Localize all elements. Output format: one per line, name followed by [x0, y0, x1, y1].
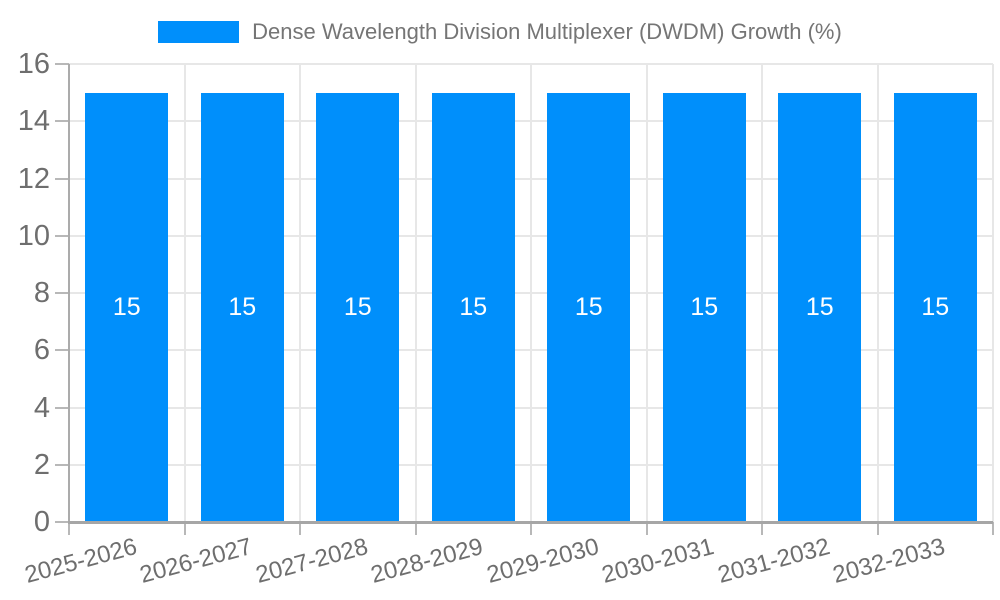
x-tick-mark: [645, 522, 648, 535]
bar-value-label: 15: [459, 292, 488, 321]
y-tick-mark: [55, 521, 69, 523]
y-tick-label: 6: [33, 334, 50, 367]
bar-value-label: 15: [690, 292, 719, 321]
y-tick-mark: [55, 406, 69, 409]
bar[interactable]: 15: [85, 92, 169, 522]
x-tick-mark: [876, 522, 879, 535]
bar[interactable]: 15: [893, 92, 977, 522]
y-tick-mark: [55, 292, 69, 294]
v-gridline: [414, 64, 417, 522]
x-tick-mark: [299, 522, 301, 535]
bar[interactable]: 15: [547, 92, 631, 522]
y-tick-label: 12: [17, 162, 50, 195]
bar[interactable]: 15: [431, 92, 515, 522]
y-axis-line: [68, 64, 70, 522]
bar[interactable]: 15: [662, 92, 746, 522]
x-tick-mark: [183, 522, 186, 535]
bar-value-label: 15: [343, 292, 372, 321]
x-axis-line: [68, 521, 993, 524]
bar-value-label: 15: [112, 292, 141, 321]
y-tick-label: 10: [17, 219, 50, 252]
bar-value-label: 15: [574, 292, 603, 321]
bar-value-label: 15: [228, 292, 257, 321]
v-gridline: [299, 64, 301, 522]
bar-value-label: 15: [805, 292, 834, 321]
y-tick-label: 2: [33, 448, 50, 481]
legend-label: Dense Wavelength Division Multiplexer (D…: [252, 19, 842, 44]
v-gridline: [992, 64, 994, 522]
y-tick-mark: [55, 349, 69, 352]
v-gridline: [183, 64, 186, 522]
legend-swatch: [158, 21, 240, 43]
v-gridline: [530, 64, 532, 522]
y-tick-mark: [55, 120, 69, 123]
y-tick-mark: [55, 234, 69, 237]
v-gridline: [761, 64, 763, 522]
bar[interactable]: 15: [200, 92, 284, 522]
bar-value-label: 15: [921, 292, 950, 321]
y-tick-label: 14: [17, 105, 50, 138]
chart-legend[interactable]: Dense Wavelength Division Multiplexer (D…: [0, 20, 1000, 44]
x-tick-label-text: 2032-2033: [830, 533, 949, 589]
y-tick-label: 8: [33, 277, 50, 309]
x-tick-label: 2032-2033: [729, 533, 948, 589]
x-tick-mark: [530, 522, 532, 535]
y-tick-label: 0: [33, 506, 50, 538]
bar[interactable]: 15: [778, 92, 862, 522]
y-tick-mark: [55, 63, 69, 65]
y-tick-mark: [55, 177, 69, 180]
x-tick-mark: [992, 522, 994, 535]
y-tick-mark: [55, 463, 69, 466]
v-gridline: [645, 64, 648, 522]
y-tick-label: 4: [33, 391, 50, 424]
x-tick-mark: [761, 522, 763, 535]
x-tick-mark: [414, 522, 417, 535]
y-tick-label: 16: [17, 48, 50, 80]
v-gridline: [876, 64, 879, 522]
x-tick-mark: [68, 522, 70, 535]
bar[interactable]: 15: [316, 92, 400, 522]
